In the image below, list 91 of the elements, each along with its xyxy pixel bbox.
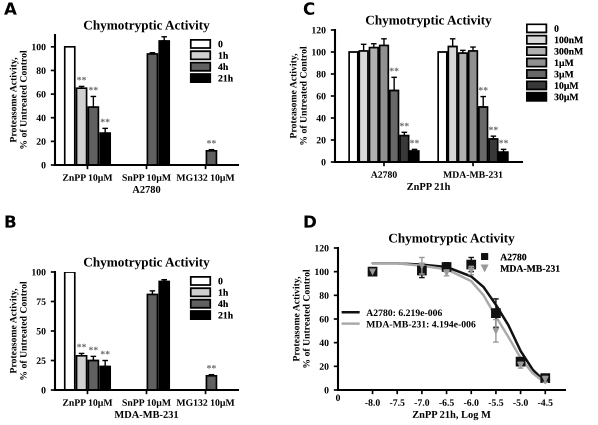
data-label: ** — [100, 118, 110, 122]
legend-label: 10µM — [554, 82, 578, 91]
y-tick-label: 100 — [32, 44, 46, 50]
legend-label: MDA-MB-231 — [500, 265, 560, 272]
y-tick-label: 0 — [321, 158, 326, 166]
x-tick-label: -6.0 — [464, 399, 479, 406]
legend-label: 300nM — [554, 48, 583, 55]
data-label: ** — [488, 126, 498, 130]
x-tick-label: -7.0 — [414, 399, 430, 406]
data-label: ** — [77, 344, 86, 348]
y-tick-label: 80 — [36, 67, 46, 74]
data-label: ** — [88, 86, 98, 90]
data-label: ** — [478, 86, 488, 91]
y-tick-label: 40 — [316, 114, 326, 122]
data-label: ** — [206, 140, 216, 144]
text: C — [304, 2, 314, 15]
data-label: ** — [400, 122, 409, 126]
x-tick-label: A2780 — [370, 171, 397, 178]
legend-label: 1µM — [554, 59, 574, 68]
y-tick-label: 40 — [319, 340, 329, 346]
legend-label: 1h — [218, 52, 228, 59]
legend-label: 0 — [218, 40, 222, 48]
legend-label: 21h — [218, 74, 233, 82]
chart-title: Chymotryptic Activity — [84, 20, 210, 32]
y-tick-label: 40 — [36, 114, 46, 122]
x-axis-title: ZnPP 21h, Log M — [412, 410, 491, 420]
data-label: ** — [499, 140, 508, 144]
y-tick-label: 60 — [36, 91, 46, 98]
y-tick-label: 80 — [320, 292, 329, 299]
x-tick-label: SnPP 10µM — [122, 174, 171, 183]
y-tick-label: 0 — [324, 386, 329, 394]
legend-label: 0 — [554, 25, 559, 32]
x-tick-label: ZnPP 10µM — [62, 399, 112, 408]
x-tick-label: -7.5 — [390, 399, 405, 406]
x-tick-label: SnPP 10µM — [122, 399, 171, 408]
text: 0 — [336, 394, 340, 402]
chart-title: Chymotryptic Activity — [84, 257, 210, 270]
y-tick-label: 20 — [36, 138, 46, 145]
y-axis-title: Proteasome Activity, % of Untreated Control — [10, 282, 27, 380]
data-label: ** — [77, 76, 86, 80]
x-tick-label: -5.0 — [513, 399, 528, 406]
x-tick-label: -8.0 — [365, 399, 380, 406]
x-tick-label: MDA-MB-231 — [443, 171, 502, 178]
text: A — [4, 2, 17, 15]
y-tick-label: 100 — [32, 268, 46, 276]
y-tick-label: 60 — [316, 92, 326, 100]
x-tick-label: -5.5 — [488, 399, 504, 406]
legend-label: 4h — [218, 300, 228, 308]
data-label: ** — [206, 364, 216, 369]
data-label: ** — [100, 350, 110, 354]
legend-label: 4h — [218, 63, 228, 70]
y-tick-label: 60 — [320, 316, 329, 322]
x-axis-title: A2780 — [132, 186, 160, 193]
y-tick-label: 80 — [316, 70, 326, 78]
text: D — [304, 216, 316, 228]
chart-title: Chymotryptic Activity — [388, 233, 515, 246]
x-tick-label: MG132 10µM — [176, 399, 234, 408]
y-tick-label: 120 — [315, 244, 329, 252]
y-tick-label: 75 — [36, 298, 46, 305]
x-tick-label: ZnPP 10µM — [62, 174, 112, 183]
y-tick-label: 100 — [315, 268, 329, 276]
data-label: ** — [88, 346, 98, 350]
y-tick-label: 25 — [36, 357, 46, 364]
legend-label: 1h — [218, 288, 228, 296]
x-tick-label: -4.5 — [538, 399, 553, 406]
legend-label: 21h — [218, 312, 233, 318]
y-tick-label: 120 — [312, 26, 326, 34]
legend-label: A2780 — [500, 254, 526, 260]
legend-label: 3µM — [554, 70, 574, 80]
legend-label: 100nM — [554, 36, 583, 44]
x-tick-label: MG132 10µM — [176, 174, 234, 183]
y-tick-label: 50 — [36, 328, 46, 334]
y-tick-label: 0 — [41, 162, 46, 168]
text: B — [6, 216, 16, 228]
y-axis-title: Proteasome Activity, % of Untreated Control — [10, 50, 27, 149]
x-axis-title: MDA-MB-231 — [114, 410, 178, 418]
y-axis-title: Proteasome Activity, % of Untreated Control — [292, 270, 310, 368]
legend-label: A2780: 6.219e-006 — [366, 309, 442, 316]
x-axis-title: ZnPP 21h — [407, 182, 450, 190]
y-tick-label: 20 — [316, 136, 326, 144]
y-tick-label: 100 — [312, 48, 326, 56]
data-label: ** — [410, 140, 419, 144]
x-tick-label: -6.5 — [439, 399, 454, 406]
data-label: ** — [390, 68, 399, 72]
y-tick-label: 20 — [320, 363, 329, 370]
y-tick-label: 0 — [41, 386, 46, 394]
legend-label: MDA-MB-231: 4.194e-006 — [366, 320, 476, 328]
legend-label: 30µM — [554, 94, 578, 102]
chart-title: Chymotryptic Activity — [366, 15, 492, 28]
y-axis-title: Proteasome Activity, % of Untreated Control — [290, 46, 307, 145]
legend-label: 0 — [218, 278, 222, 284]
